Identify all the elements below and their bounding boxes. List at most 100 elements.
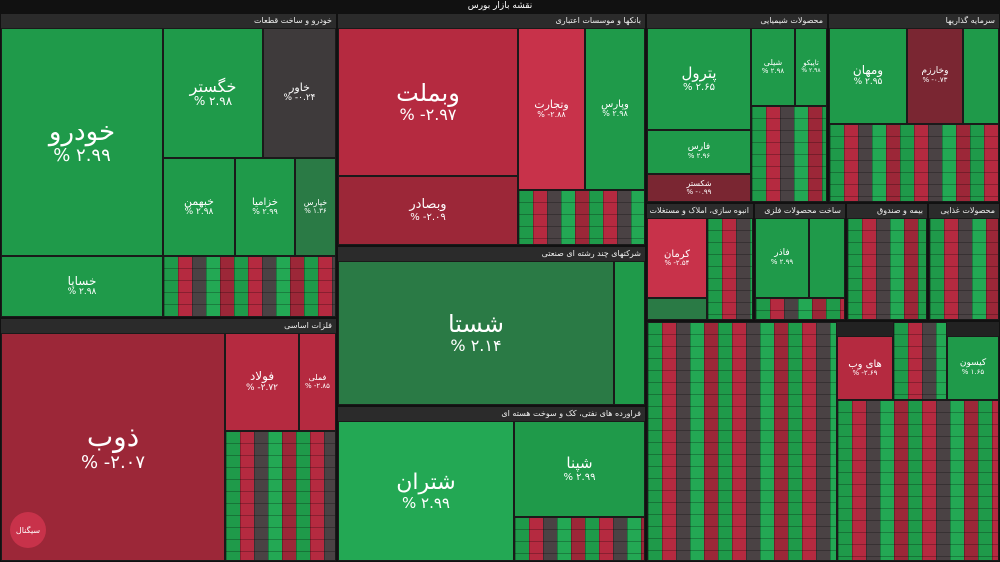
tile-khpars[interactable]: خپارس % ۱.۳۶ bbox=[295, 158, 336, 256]
change-label: % -۲.۰۷ bbox=[80, 451, 146, 473]
sector-auto: خودرو و ساخت قطعات خودرو % ۲.۹۹ خگستر % … bbox=[0, 13, 337, 318]
symbol-label: پترول bbox=[681, 64, 717, 83]
symbol-label: های وب bbox=[848, 358, 882, 370]
tile-shetran[interactable]: شتران % ۲.۹۹ bbox=[338, 421, 514, 561]
symbol-label: ومهان bbox=[852, 63, 884, 78]
sector-title: ساخت محصولات فلزی bbox=[755, 204, 845, 218]
symbol-label: کرمان bbox=[663, 248, 691, 260]
change-label: % -۲.۸۵ bbox=[305, 381, 330, 390]
sector-insurance: بیمه و صندوق bbox=[846, 203, 928, 321]
sector-title: محصولات غذایی bbox=[929, 204, 999, 218]
symbol-label: فاذر bbox=[774, 248, 790, 259]
change-label: % -۲.۷۲ bbox=[245, 382, 279, 393]
sector-mass: انبوه سازی، املاک و مستغلات کرمان % -۲.۵… bbox=[646, 203, 754, 321]
symbol-label: شستا bbox=[447, 310, 505, 338]
change-label: % ۲.۹۹ bbox=[770, 258, 794, 267]
tile-khavar[interactable]: خاور % -۰.۲۴ bbox=[263, 28, 336, 158]
tile-khodro[interactable]: خودرو % ۲.۹۹ bbox=[1, 28, 163, 256]
symbol-label: وبصادر bbox=[409, 196, 447, 212]
symbol-label: خبهمن bbox=[184, 195, 214, 208]
tile-group-small bbox=[963, 28, 999, 124]
symbol-label: شیلی bbox=[763, 57, 783, 67]
change-label: % ۲.۶۵ bbox=[683, 81, 715, 93]
sector-title: بانکها و موسسات اعتباری bbox=[338, 14, 645, 28]
tile-khegostar[interactable]: خگستر % ۲.۹۸ bbox=[163, 28, 263, 158]
symbol-label: فملی bbox=[308, 372, 327, 382]
tile-zob[interactable]: ذوب % -۲.۰۷ bbox=[1, 333, 225, 561]
tile-group-small bbox=[809, 218, 845, 298]
sector-metal: فلزات اساسی ذوب % -۲.۰۷ فولاد % -۲.۷۲ فم… bbox=[0, 318, 337, 562]
tile-khsapa[interactable]: خساپا % ۲.۹۸ bbox=[1, 256, 163, 317]
sector-nonmetal: ساخت محصولات فلزی فاذر % ۲.۹۹ bbox=[754, 203, 846, 321]
change-label: % -۰.۲۴ bbox=[283, 93, 316, 104]
change-label: % -۲.۰۹ bbox=[410, 212, 446, 224]
sector-title: محصولات شیمیایی bbox=[647, 14, 827, 28]
tile-shpna[interactable]: شپنا % ۲.۹۹ bbox=[514, 421, 645, 517]
symbol-label: خپارس bbox=[303, 197, 328, 207]
tile-group-small bbox=[514, 517, 645, 561]
tile-kisun[interactable]: کیسون % ۱.۶۵ bbox=[947, 336, 999, 400]
tile-kerman[interactable]: کرمان % -۲.۵۴ bbox=[647, 218, 707, 298]
tile-tapico[interactable]: تاپیکو % ۲.۹۸ bbox=[795, 28, 827, 106]
tile-group-small bbox=[751, 106, 827, 202]
symbol-label: فولاد bbox=[249, 369, 275, 384]
symbol-label: خزامیا bbox=[252, 197, 278, 209]
tile-khzamia[interactable]: خزامیا % ۲.۹۹ bbox=[235, 158, 295, 256]
tile-petrol[interactable]: پترول % ۲.۶۵ bbox=[647, 28, 751, 130]
tile-vpars[interactable]: وپارس % ۲.۹۸ bbox=[585, 28, 645, 190]
brand-logo: سیگنال bbox=[10, 512, 46, 548]
tile-group-small bbox=[829, 124, 999, 202]
tile-group-small bbox=[614, 261, 645, 405]
tile-vkharazm[interactable]: وخارزم % -۰.۷۳ bbox=[907, 28, 963, 124]
tile-shegoya[interactable]: شکستر % -۰.۹۹ bbox=[647, 174, 751, 202]
tile-khbahman[interactable]: خبهمن % ۲.۹۸ bbox=[163, 158, 235, 256]
tile-group-small bbox=[837, 400, 999, 561]
tile-group-small bbox=[647, 298, 707, 320]
symbol-label: ذوب bbox=[86, 419, 140, 453]
change-label: % ۲.۹۹ bbox=[563, 471, 596, 483]
change-label: % ۲.۹۹ bbox=[402, 493, 450, 512]
tile-vbsader[interactable]: وبصادر % -۲.۰۹ bbox=[338, 176, 518, 245]
tile-vmahan[interactable]: ومهان % ۲.۹۵ bbox=[829, 28, 907, 124]
symbol-label: خساپا bbox=[67, 273, 97, 288]
tile-fars[interactable]: فارس % ۲.۹۶ bbox=[647, 130, 751, 174]
tile-haywab[interactable]: های وب % -۲.۶۹ bbox=[837, 336, 893, 400]
tile-shili[interactable]: شیلی % ۲.۹۸ bbox=[751, 28, 795, 106]
change-label: % -۲.۵۴ bbox=[664, 258, 690, 267]
tile-group-small bbox=[163, 256, 336, 317]
change-label: % ۲.۹۸ bbox=[67, 287, 97, 298]
tile-group-small bbox=[647, 322, 837, 561]
tile-vabemellat[interactable]: وبملت % -۲.۹۷ bbox=[338, 28, 518, 176]
change-label: % -۲.۸۸ bbox=[537, 109, 566, 119]
symbol-label: وخارزم bbox=[921, 66, 949, 77]
sector-title: خودرو و ساخت قطعات bbox=[1, 14, 336, 28]
sector-title: انبوه سازی، املاک و مستغلات bbox=[647, 204, 753, 218]
change-label: % ۲.۹۶ bbox=[687, 152, 711, 161]
symbol-label: وپارس bbox=[601, 99, 629, 111]
sector-invest: سرمایه گذاریها ومهان % ۲.۹۵ وخارزم % -۰.… bbox=[828, 13, 1000, 203]
symbol-label: تاپیکو bbox=[803, 58, 819, 67]
tile-foolad[interactable]: فولاد % -۲.۷۲ bbox=[225, 333, 299, 431]
symbol-label: خاور bbox=[289, 81, 310, 94]
sector-title: فراورده های نفتی، کک و سوخت هسته ای bbox=[338, 407, 645, 421]
symbol-label: خگستر bbox=[189, 76, 237, 96]
change-label: % ۲.۹۸ bbox=[184, 207, 214, 218]
tile-vtejarat[interactable]: وتجارت % -۲.۸۸ bbox=[518, 28, 585, 190]
sector-title: شرکتهای چند رشته ای صنعتی bbox=[338, 247, 645, 261]
sector-title: سرمایه گذاریها bbox=[829, 14, 999, 28]
tile-shasta[interactable]: شستا % ۲.۱۴ bbox=[338, 261, 614, 405]
tile-group-small bbox=[929, 218, 999, 320]
change-label: % ۲.۹۸ bbox=[602, 109, 628, 119]
change-label: % ۲.۹۸ bbox=[193, 94, 233, 109]
tile-fader[interactable]: فاذر % ۲.۹۹ bbox=[755, 218, 809, 298]
change-label: % ۲.۱۴ bbox=[450, 336, 502, 356]
sector-multi: شرکتهای چند رشته ای صنعتی شستا % ۲.۱۴ bbox=[337, 246, 646, 406]
change-label: % ۲.۹۸ bbox=[761, 66, 785, 75]
change-label: % -۲.۶۹ bbox=[852, 368, 878, 377]
change-label: % ۲.۹۵ bbox=[853, 76, 883, 87]
tile-fameli[interactable]: فملی % -۲.۸۵ bbox=[299, 333, 336, 431]
tile-group-small bbox=[518, 190, 645, 245]
sector-chem: محصولات شیمیایی پترول % ۲.۶۵ شیلی % ۲.۹۸… bbox=[646, 13, 828, 203]
tile-group-small bbox=[707, 218, 753, 320]
tile-group-small bbox=[225, 431, 336, 561]
